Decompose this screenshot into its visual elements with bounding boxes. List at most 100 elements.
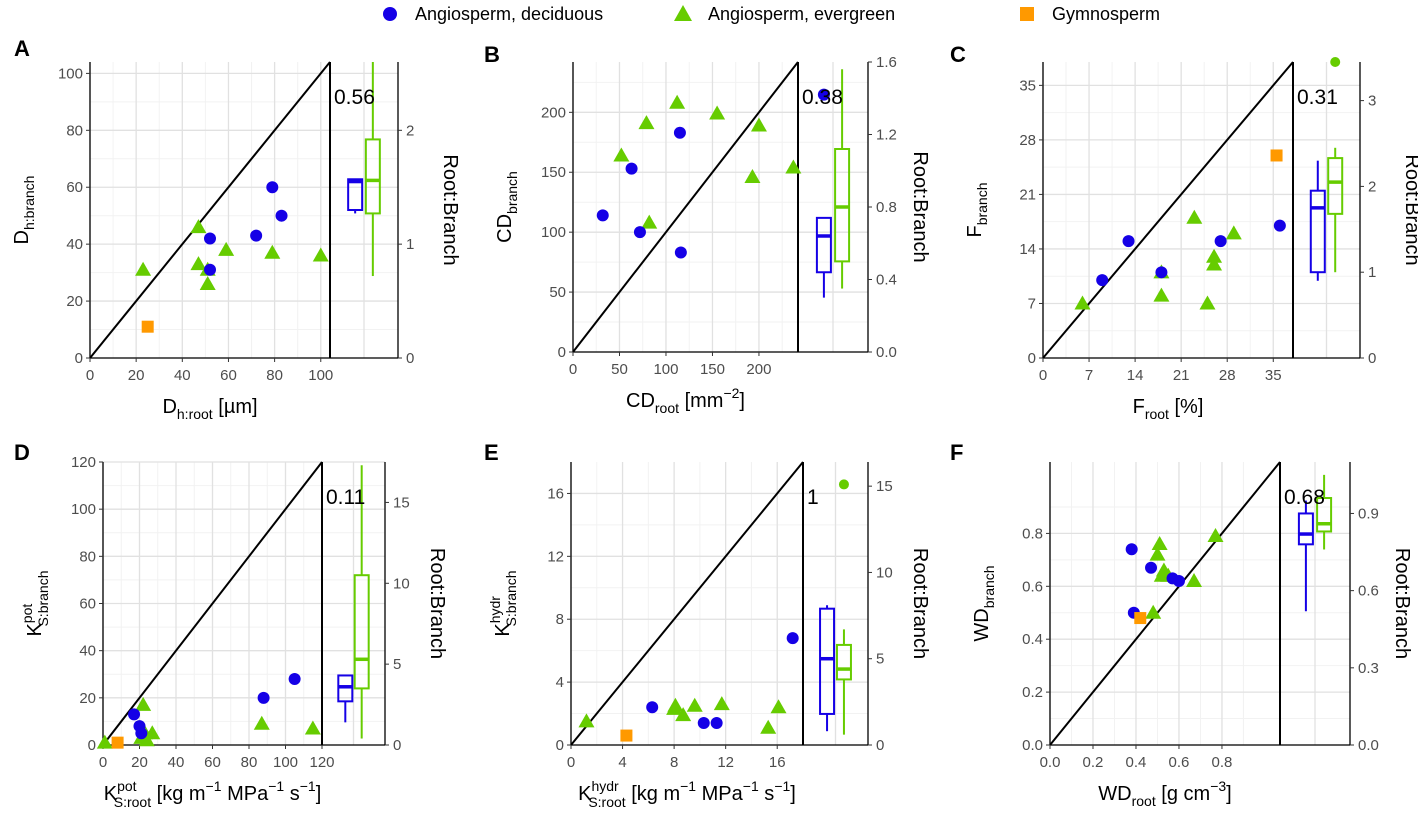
x-label-tail: ] [790,783,796,805]
box-body [815,216,832,274]
y-tick-label: 100 [71,501,96,518]
point-deciduous [1273,219,1286,232]
y-tick-label: 16 [547,485,564,502]
ratio-label: 1 [807,486,819,509]
ratio-axis-label: Root:Branch [1391,548,1413,659]
ratio-axis-label: Root:Branch [909,548,931,659]
y-label-sub: branch [981,565,997,608]
legend-label: Angiosperm, evergreen [708,4,895,24]
y-tick-label: 0.4 [1022,631,1043,648]
x-label-sup: −2 [723,385,739,401]
y-axis-label: Fbranch [964,182,990,237]
x-label-tail: MPa [696,783,744,805]
box-deciduous [1309,160,1326,281]
point-deciduous [275,209,288,222]
legend-label: Angiosperm, deciduous [415,4,603,24]
y-tick-label: 28 [1019,132,1036,149]
box-body [1297,512,1314,546]
x-tick-label: 28 [1219,367,1236,384]
x-tick-label: 0 [1039,367,1047,384]
x-label-sub: h:root [177,406,213,422]
x-label-tail: s [284,783,300,805]
y-tick-label: 0 [558,344,566,361]
y-axis-label: KpotS:branch [19,570,51,636]
ratio-axis-label: Root:Branch [1401,154,1418,265]
point-deciduous [673,126,686,139]
box-body [364,138,381,215]
point-evergreen [760,719,777,734]
x-tick-label: 100 [273,754,298,771]
y-tick-label: 120 [71,454,96,471]
y-tick-label: 0 [88,737,96,754]
ratio-label: 0.11 [326,486,365,509]
point-deciduous [710,716,723,729]
ratio-tick-label: 0.0 [876,344,897,361]
x-tick-label: 80 [241,754,258,771]
x-label-sup: −1 [268,778,284,794]
box-body [1309,189,1326,274]
x-tick-label: 50 [611,361,628,378]
ratio-tick-label: 5 [393,656,401,673]
x-axis-label: CDroot [mm−2] [626,385,745,416]
point-deciduous [257,691,270,704]
y-tick-label: 7 [1028,295,1036,312]
ratio-tick-label: 0.8 [876,199,897,216]
panel-letter: D [14,440,30,465]
ratio-tick-label: 0 [876,737,884,754]
panel-letter: F [950,440,963,465]
x-label-tail: [kg m [626,783,680,805]
y-tick-label: 0.8 [1022,525,1043,542]
y-label-sup: hydr [487,596,503,624]
y-tick-label: 20 [66,293,83,310]
point-evergreen [1199,295,1216,310]
y-tick-label: 80 [79,548,96,565]
x-label-sub: root [1132,793,1156,809]
ratio-axis-label: Root:Branch [909,151,931,262]
point-evergreen [1151,535,1168,550]
point-evergreen [190,256,207,271]
point-evergreen [190,219,207,234]
point-deciduous [1122,235,1135,248]
x-label-tail: MPa [222,783,270,805]
ratio-tick-label: 1.6 [876,54,897,71]
point-evergreen [138,732,155,747]
point-evergreen [669,94,686,109]
point-evergreen [613,147,630,162]
y-tick-label: 60 [79,596,96,613]
y-tick-label: 35 [1019,77,1036,94]
point-evergreen [709,105,726,120]
point-evergreen [1186,209,1203,224]
one-to-one-line [572,61,799,353]
x-tick-label: 12 [717,754,734,771]
x-tick-label: 16 [769,754,786,771]
y-label-sub: branch [974,182,990,225]
point-evergreen [1206,248,1223,263]
x-tick-label: 60 [204,754,221,771]
point-deciduous [633,226,646,239]
x-tick-label: 35 [1265,367,1282,384]
x-tick-label: 80 [266,367,283,384]
x-tick-label: 200 [746,361,771,378]
point-evergreen [641,214,658,229]
one-to-one-line [570,461,804,746]
one-to-one-line [102,461,323,746]
panel-letter: A [14,36,30,61]
point-evergreen [744,169,761,184]
point-evergreen [264,244,281,259]
box-body [1316,497,1333,533]
ratio-tick-label: 1 [1368,264,1376,281]
ratio-tick-label: 0.9 [1358,505,1379,522]
box-body [834,148,851,263]
ratio-tick-label: 15 [876,478,893,495]
point-evergreen [96,734,113,749]
point-evergreen [578,713,595,728]
ratio-axis-label: Root:Branch [426,548,448,659]
point-evergreen [218,241,235,256]
ratio-tick-label: 0.0 [1358,737,1379,754]
x-label-sup: −1 [774,778,790,794]
y-tick-label: 4 [556,674,564,691]
x-tick-label: 0.4 [1126,754,1147,771]
y-tick-label: 50 [549,284,566,301]
point-evergreen [750,117,767,132]
